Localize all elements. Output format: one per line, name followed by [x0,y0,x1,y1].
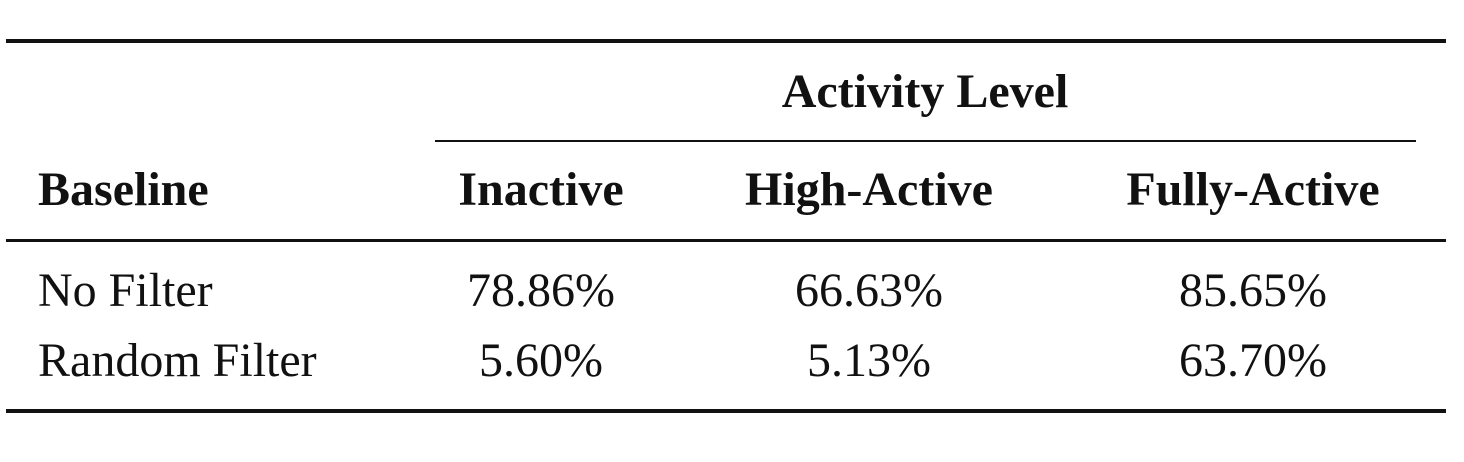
cell: 5.13% [807,334,931,387]
bottom-rule [6,409,1446,413]
column-header: High-Active [745,163,993,216]
column-header: Inactive [458,163,624,216]
cell: 66.63% [795,264,943,317]
top-rule [6,39,1446,43]
mid-rule [6,239,1446,242]
row-label: Random Filter [38,334,317,387]
column-header: Fully-Active [1126,163,1380,216]
cell: 63.70% [1179,334,1327,387]
cell: 5.60% [479,334,603,387]
cell: 85.65% [1179,264,1327,317]
row-label: No Filter [38,264,213,317]
column-header: Baseline [38,163,209,216]
cell: 78.86% [467,264,615,317]
group-rule [435,140,1416,142]
group-header: Activity Level [781,65,1069,118]
